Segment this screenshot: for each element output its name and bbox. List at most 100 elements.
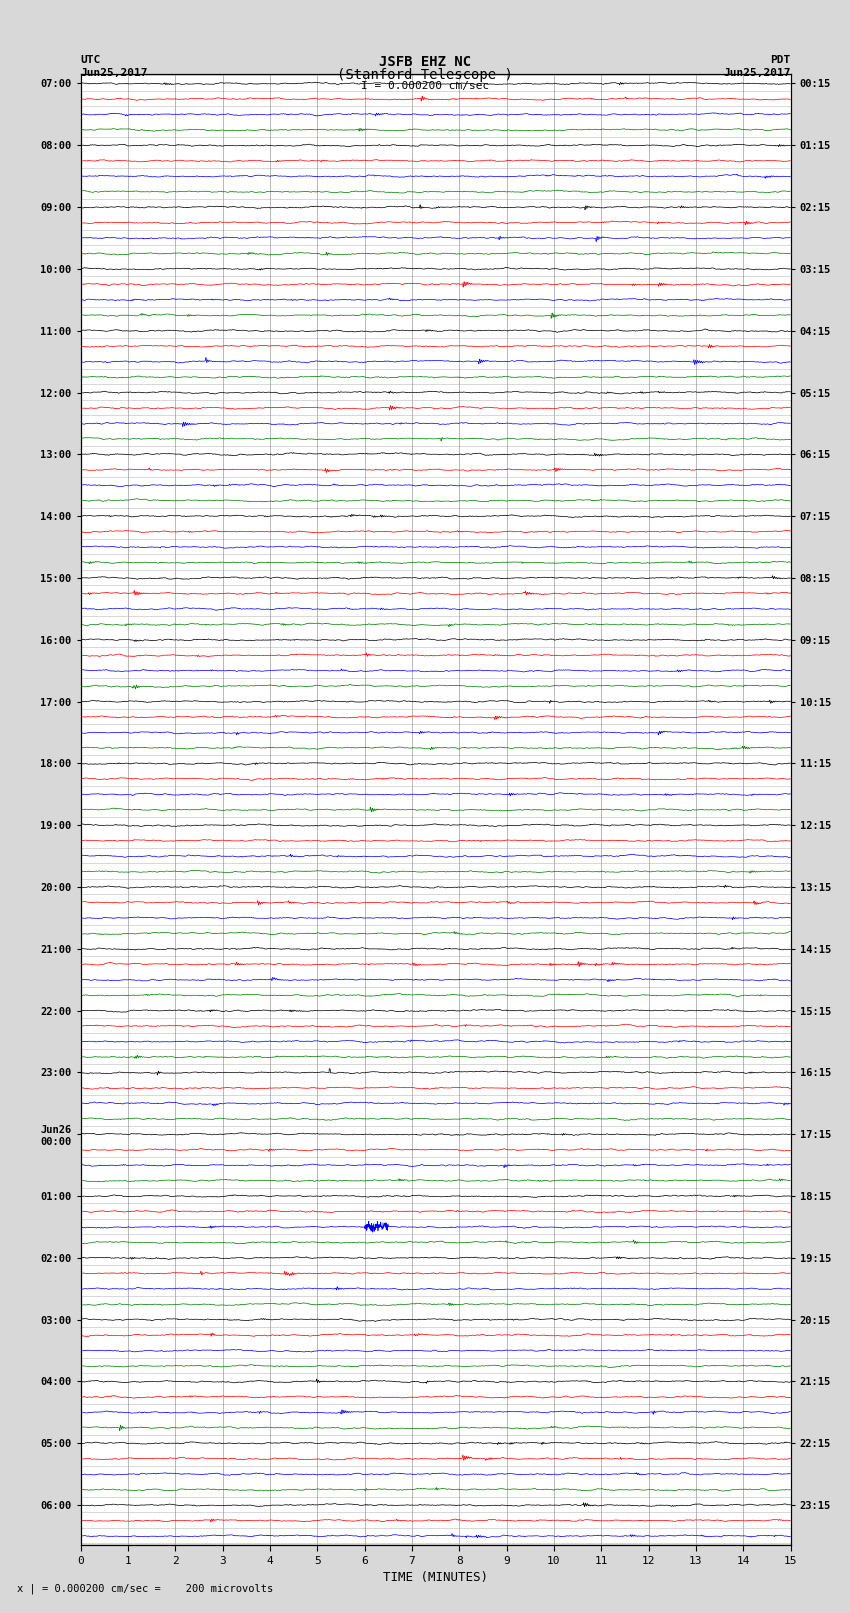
Bar (81, 76, 791, 90)
Bar (81, 524, 791, 539)
Bar (81, 694, 791, 710)
Bar (81, 679, 791, 694)
Bar (81, 1065, 791, 1079)
Bar (81, 247, 791, 261)
Bar (81, 602, 791, 616)
Text: Jun25,2017: Jun25,2017 (723, 68, 791, 77)
Bar (81, 756, 791, 771)
Text: JSFB EHZ NC: JSFB EHZ NC (379, 55, 471, 69)
Bar (81, 879, 791, 894)
Bar (81, 1266, 791, 1281)
Bar (81, 1327, 791, 1342)
Bar (81, 895, 791, 910)
Bar (81, 215, 791, 231)
Bar (81, 231, 791, 245)
Bar (81, 1219, 791, 1234)
Bar (81, 277, 791, 292)
Bar (81, 1173, 791, 1189)
Bar (81, 106, 791, 123)
Text: UTC: UTC (81, 55, 101, 65)
Bar (81, 1421, 791, 1436)
Bar (81, 339, 791, 353)
Text: I = 0.000200 cm/sec: I = 0.000200 cm/sec (361, 81, 489, 90)
Bar (81, 834, 791, 848)
Bar (81, 1344, 791, 1358)
Bar (81, 926, 791, 940)
Bar (81, 323, 791, 339)
Bar (81, 910, 791, 926)
Text: (Stanford Telescope ): (Stanford Telescope ) (337, 68, 513, 82)
Text: Jun25,2017: Jun25,2017 (81, 68, 148, 77)
Bar (81, 710, 791, 724)
Bar (81, 818, 791, 832)
Bar (81, 1203, 791, 1219)
Bar (81, 1358, 791, 1373)
Bar (81, 494, 791, 508)
Bar (81, 1482, 791, 1497)
Bar (81, 508, 791, 524)
Text: x | = 0.000200 cm/sec =    200 microvolts: x | = 0.000200 cm/sec = 200 microvolts (17, 1582, 273, 1594)
Bar (81, 261, 791, 276)
Bar (81, 802, 791, 818)
Bar (81, 431, 791, 447)
Bar (81, 555, 791, 569)
Bar (81, 400, 791, 416)
Bar (81, 973, 791, 987)
Bar (81, 848, 791, 863)
Bar (81, 416, 791, 431)
Bar (81, 463, 791, 477)
Bar (81, 787, 791, 802)
Bar (81, 571, 791, 586)
Bar (81, 1111, 791, 1126)
Bar (81, 540, 791, 555)
Bar (81, 1081, 791, 1095)
Bar (81, 1513, 791, 1528)
Bar (81, 740, 791, 755)
Bar (81, 1297, 791, 1311)
Bar (81, 942, 791, 957)
Bar (81, 648, 791, 663)
Bar (81, 1374, 791, 1389)
Bar (81, 726, 791, 740)
Bar (81, 865, 791, 879)
Bar (81, 663, 791, 677)
Bar (81, 957, 791, 971)
Bar (81, 1529, 791, 1544)
Bar (81, 1142, 791, 1157)
Bar (81, 1466, 791, 1482)
Bar (81, 1158, 791, 1173)
Bar (81, 92, 791, 106)
Bar (81, 1003, 791, 1018)
Bar (81, 308, 791, 323)
Bar (81, 1189, 791, 1203)
Bar (81, 1019, 791, 1034)
Bar (81, 1313, 791, 1327)
Bar (81, 616, 791, 632)
Bar (81, 586, 791, 600)
Bar (81, 632, 791, 647)
Bar (81, 1389, 791, 1405)
Bar (81, 1050, 791, 1065)
Bar (81, 1236, 791, 1250)
Bar (81, 355, 791, 369)
Bar (81, 292, 791, 306)
Bar (81, 1497, 791, 1513)
Bar (81, 477, 791, 492)
Bar (81, 771, 791, 786)
X-axis label: TIME (MINUTES): TIME (MINUTES) (383, 1571, 488, 1584)
Bar (81, 200, 791, 215)
Bar (81, 1034, 791, 1048)
Bar (81, 169, 791, 184)
Bar (81, 1127, 791, 1142)
Bar (81, 153, 791, 168)
Text: PDT: PDT (770, 55, 790, 65)
Bar (81, 369, 791, 384)
Bar (81, 184, 791, 198)
Bar (81, 1095, 791, 1111)
Bar (81, 1281, 791, 1297)
Bar (81, 1436, 791, 1450)
Bar (81, 987, 791, 1003)
Bar (81, 1452, 791, 1466)
Bar (81, 1250, 791, 1265)
Bar (81, 386, 791, 400)
